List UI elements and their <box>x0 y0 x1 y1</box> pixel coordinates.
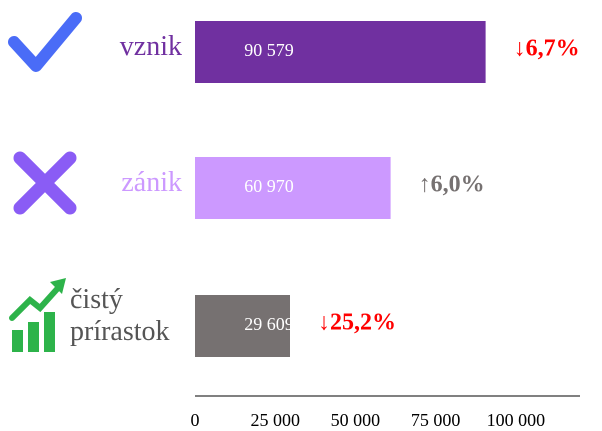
category-label: vznik <box>119 31 182 62</box>
change-label: ↓6,7% <box>514 36 580 62</box>
cross-icon <box>13 151 77 215</box>
growth-icon <box>9 278 66 352</box>
category-label: zánik <box>121 167 182 198</box>
value-label: 60 970 <box>244 176 294 196</box>
bar <box>195 157 391 219</box>
x-tick-label: 0 <box>191 410 200 430</box>
bar <box>195 295 290 357</box>
change-label: ↓25,2% <box>318 310 396 336</box>
change-label: ↑6,0% <box>419 172 485 198</box>
x-tick-label: 25 000 <box>250 410 300 430</box>
check-icon <box>8 12 82 72</box>
x-tick-label: 50 000 <box>331 410 381 430</box>
value-label: 29 609 <box>244 314 294 334</box>
category-label: čistý prírastok <box>70 284 170 347</box>
bar <box>195 21 486 83</box>
value-label: 90 579 <box>244 40 294 60</box>
x-tick-label: 75 000 <box>411 410 461 430</box>
x-tick-label: 100 000 <box>487 410 546 430</box>
